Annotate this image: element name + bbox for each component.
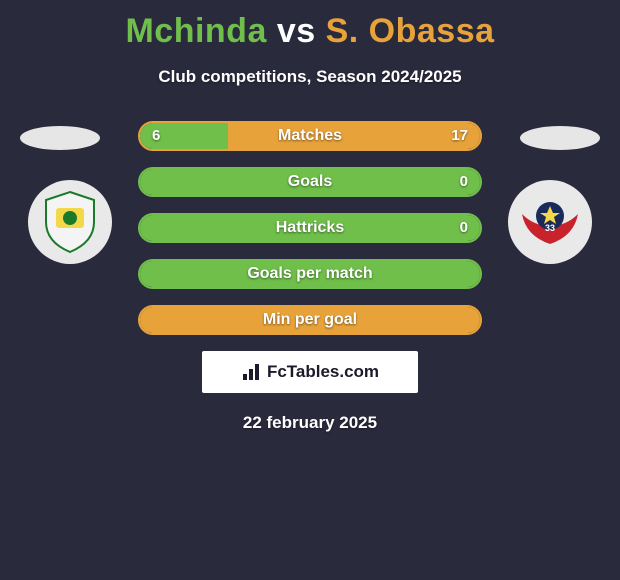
stat-label: Hattricks <box>140 215 480 241</box>
page-title: Mchinda vs S. Obassa <box>0 0 620 51</box>
title-player2: S. Obassa <box>326 12 495 50</box>
attribution-box: FcTables.com <box>202 351 418 393</box>
subtitle: Club competitions, Season 2024/2025 <box>0 67 620 87</box>
stat-value-right: 17 <box>451 123 468 149</box>
stat-row: Goals0 <box>138 167 482 197</box>
wings-icon: 33 <box>514 186 586 258</box>
stat-label: Goals per match <box>140 261 480 287</box>
title-player1: Mchinda <box>125 12 266 50</box>
stat-value-right: 0 <box>460 169 468 195</box>
stat-row: Matches6 17 <box>138 121 482 151</box>
badge-number: 33 <box>545 223 555 233</box>
stat-value-right: 0 <box>460 215 468 241</box>
stat-label: Goals <box>140 169 480 195</box>
stat-row: Min per goal <box>138 305 482 335</box>
player1-silhouette <box>20 126 100 150</box>
stat-row: Goals per match <box>138 259 482 289</box>
stat-label: Min per goal <box>140 307 480 333</box>
stats-bars: Matches617Goals0Hattricks0Goals per matc… <box>138 121 482 335</box>
team-badge-left <box>28 180 112 264</box>
player2-silhouette <box>520 126 600 150</box>
stat-value-left: 6 <box>152 123 160 149</box>
stat-row: Hattricks0 <box>138 213 482 243</box>
shield-icon <box>36 188 104 256</box>
bar-chart-icon <box>241 362 263 382</box>
date-text: 22 february 2025 <box>0 413 620 433</box>
shield-inner2 <box>63 211 77 225</box>
team-badge-right: 33 <box>508 180 592 264</box>
title-vs: vs <box>277 12 316 50</box>
attribution-text: FcTables.com <box>267 362 379 382</box>
stat-label: Matches <box>140 123 480 149</box>
